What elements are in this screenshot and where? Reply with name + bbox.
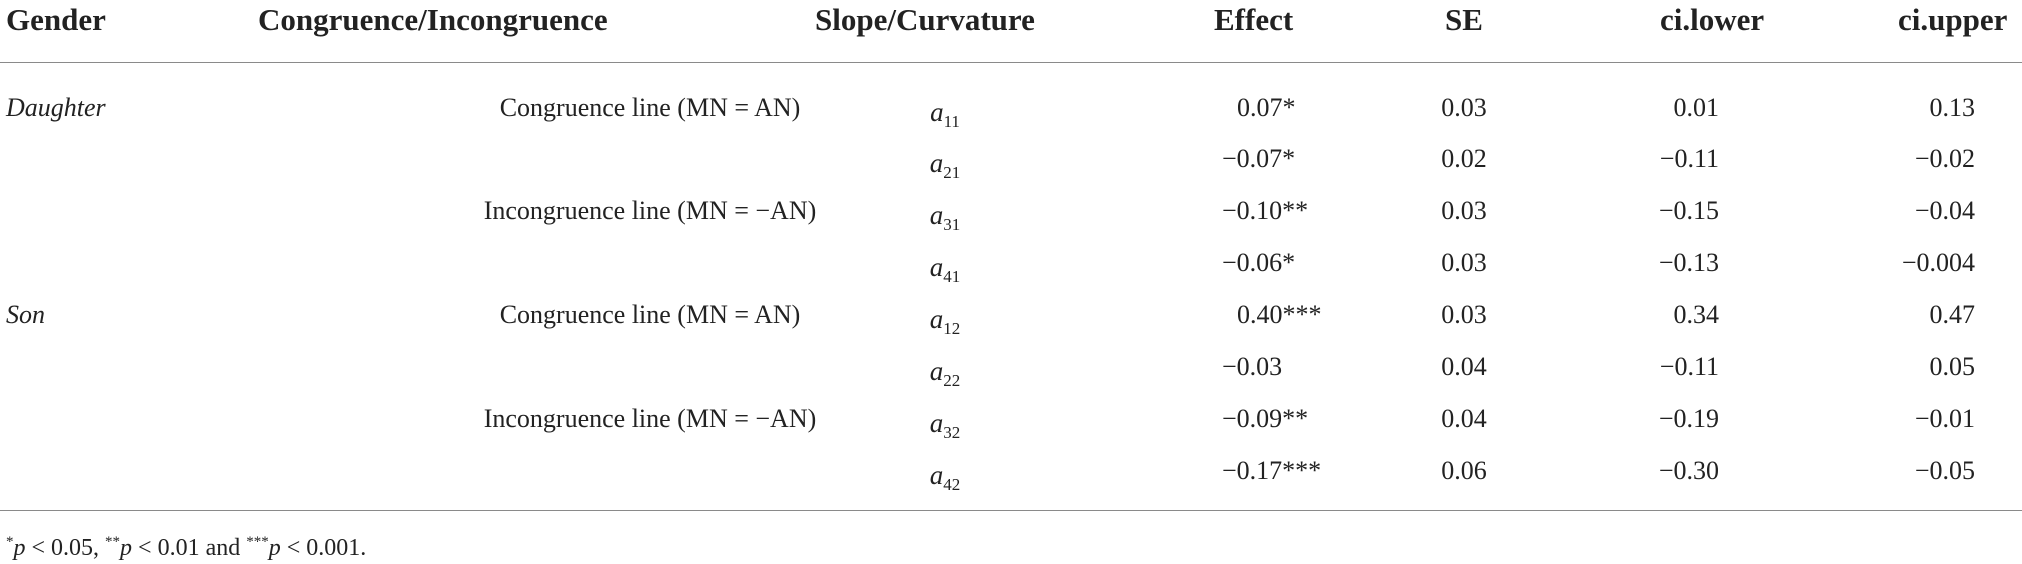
ci-lower-value: −0.19 [1658,404,1719,433]
footnote: *p < 0.05, **p < 0.01 and ***p < 0.001. [6,534,367,561]
slope-parameter: a21 [929,148,961,182]
header-effect: Effect [1214,2,1294,37]
slope-parameter: a32 [929,408,961,442]
se-value: 0.03 [1441,248,1487,277]
ci-lower-value: −0.30 [1658,456,1719,485]
gender-label: Son [6,300,45,329]
line-label: Incongruence line (MN = −AN) [483,196,817,225]
header-congruence: Congruence/Incongruence [258,2,608,37]
effect-value: −0.06* [1222,248,1296,277]
ci-upper-value: −0.01 [1914,404,1975,433]
se-value: 0.06 [1441,456,1487,485]
ci-upper-value: −0.02 [1914,144,1975,173]
ci-lower-value: −0.13 [1658,248,1719,277]
slope-parameter: a12 [929,304,961,338]
effect-value: 0.40*** [1237,300,1322,329]
header-ci-upper: ci.upper [1898,2,2008,37]
ci-upper-value: 0.13 [1929,93,1976,122]
se-value: 0.04 [1441,404,1487,433]
header-se: SE [1445,2,1483,37]
slope-parameter: a42 [929,460,961,494]
se-value: 0.03 [1441,93,1487,122]
ci-upper-value: 0.05 [1929,352,1976,381]
ci-upper-value: −0.05 [1914,456,1975,485]
line-label: Congruence line (MN = AN) [499,93,801,122]
se-value: 0.04 [1441,352,1487,381]
ci-upper-value: −0.004 [1901,248,1975,277]
se-value: 0.02 [1441,144,1487,173]
header-ci-lower: ci.lower [1660,2,1765,37]
effect-value: −0.03 [1222,352,1283,381]
se-value: 0.03 [1441,196,1487,225]
effect-value: −0.07* [1222,144,1296,173]
se-value: 0.03 [1441,300,1487,329]
ci-lower-value: 0.34 [1673,300,1720,329]
slope-parameter: a31 [929,200,961,234]
slope-parameter: a41 [929,252,961,286]
gender-label: Daughter [6,93,106,122]
slope-parameter: a11 [930,97,960,131]
ci-upper-value: 0.47 [1929,300,1976,329]
slope-parameter: a22 [929,356,961,390]
ci-lower-value: −0.11 [1659,144,1719,173]
bottom-rule [0,510,2022,511]
ci-lower-value: −0.15 [1658,196,1719,225]
ci-lower-value: 0.01 [1673,93,1720,122]
header-gender: Gender [6,2,106,37]
header-rule [0,62,2022,63]
effect-value: −0.09** [1222,404,1309,433]
line-label: Incongruence line (MN = −AN) [483,404,817,433]
ci-lower-value: −0.11 [1659,352,1719,381]
ci-upper-value: −0.04 [1914,196,1975,225]
line-label: Congruence line (MN = AN) [499,300,801,329]
header-slope: Slope/Curvature [815,2,1035,37]
effect-value: −0.10** [1222,196,1309,225]
effect-value: 0.07* [1237,93,1296,122]
effect-value: −0.17*** [1222,456,1322,485]
